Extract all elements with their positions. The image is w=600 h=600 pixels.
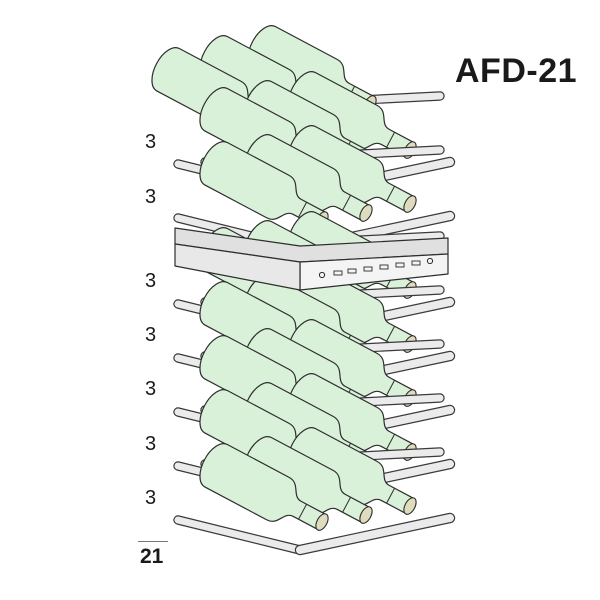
- shelf-front-rail: [294, 512, 456, 556]
- bottle-3: [199, 443, 329, 531]
- model-title: AFD-21: [455, 52, 578, 90]
- bottle-cork: [403, 195, 417, 213]
- panel-button-8: [426, 257, 434, 265]
- panel-button-1: [318, 271, 326, 279]
- shelf-7: [173, 427, 456, 556]
- bottle-outline: [199, 141, 327, 229]
- bottle-neck-ring: [386, 433, 396, 450]
- bottle-neck-ring: [298, 503, 308, 520]
- bottle-outline: [199, 443, 327, 531]
- shelf-4-count: 3: [145, 324, 157, 346]
- bottle-neck-ring: [342, 496, 352, 513]
- control-panel: [174, 227, 449, 291]
- panel-button-6: [395, 262, 405, 268]
- shelf-bar-face: [296, 514, 454, 554]
- bottle-neck-ring: [386, 379, 396, 396]
- shelf-6-count: 3: [145, 433, 157, 455]
- panel-button-4: [363, 266, 373, 272]
- panel-button-2: [333, 270, 343, 276]
- panel-button-3: [347, 268, 357, 274]
- bottle-neck-ring: [386, 131, 396, 148]
- panel-side: [174, 243, 301, 291]
- bottle-neck-ring: [386, 185, 396, 202]
- bottle-neck-ring: [298, 201, 308, 218]
- bottle-neck-ring: [386, 325, 396, 342]
- shelf-2-count: 3: [145, 186, 157, 208]
- bottle-cork: [315, 513, 329, 531]
- total-count: 21: [140, 545, 164, 568]
- panel-button-5: [379, 264, 389, 270]
- bottle-neck-ring: [386, 487, 396, 504]
- bottle-cork: [359, 204, 373, 222]
- total-divider: [138, 541, 168, 542]
- shelf-5-count: 3: [145, 378, 157, 400]
- bottle-neck-ring: [342, 194, 352, 211]
- bottle-cork: [403, 497, 417, 515]
- shelf-left-rail: [173, 515, 305, 555]
- shelf-1-count: 3: [145, 131, 157, 153]
- shelf-3-count: 3: [145, 270, 157, 292]
- shelf-7-count: 3: [145, 487, 157, 509]
- shelf-bar-face: [174, 516, 304, 554]
- bottle-cork: [359, 506, 373, 524]
- rack-front-layer: [174, 227, 449, 291]
- panel-button-7: [411, 260, 421, 266]
